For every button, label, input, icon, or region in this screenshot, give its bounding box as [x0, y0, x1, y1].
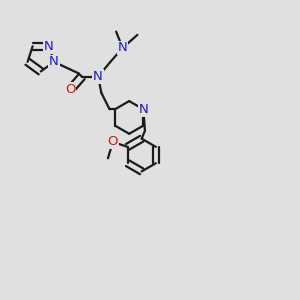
Text: O: O — [65, 83, 76, 96]
Text: N: N — [44, 40, 54, 53]
Text: N: N — [118, 41, 128, 55]
Text: N: N — [93, 70, 103, 83]
Text: O: O — [108, 136, 118, 148]
Text: N: N — [49, 56, 59, 68]
Text: N: N — [139, 103, 148, 116]
